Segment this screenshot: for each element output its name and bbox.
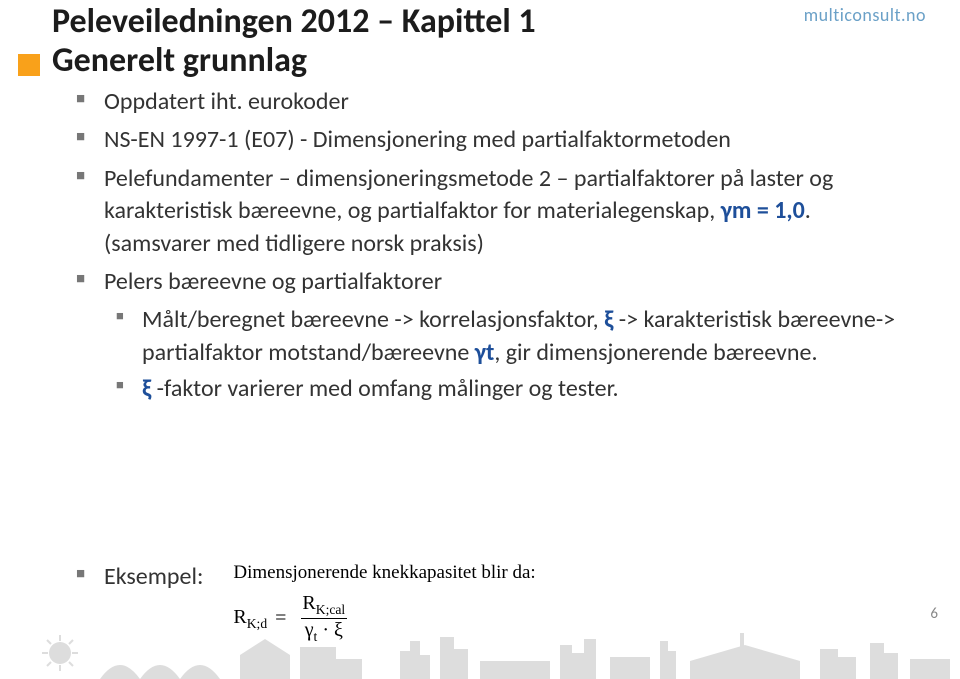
bullet-3: Pelefundamenter – dimensjoneringsmetode … (76, 163, 896, 260)
formula-lhs: RK;d (233, 606, 267, 632)
bullet-4b-post: -faktor varierer med omfang målinger og … (151, 374, 618, 403)
bullet-1: Oppdatert iht. eurokoder (76, 86, 896, 118)
bullet-4b: ξ -faktor varierer med omfang målinger o… (116, 373, 896, 405)
formula-lhs-sub: K;d (247, 616, 267, 631)
bullet-4a: Målt/beregnet bæreevne -> korrelasjonsfa… (116, 304, 896, 369)
bullet-4a-post: , gir dimensjonerende bæreevne. (494, 338, 817, 367)
footer-cityscape-icon (0, 631, 960, 679)
bullet-4b-xi: ξ (142, 374, 151, 403)
bullet-2: NS-EN 1997-1 (E07) - Dimensjonering med … (76, 124, 896, 156)
brand-square-icon (18, 54, 40, 76)
formula-caption: Dimensjonerende knekkapasitet blir da: (233, 562, 535, 584)
title-line-1: Peleveiledningen 2012 – Kapittel 1 (52, 2, 536, 41)
bullet-4: Pelers bæreevne og partialfaktorer (76, 266, 896, 298)
formula-numerator: RK;cal (298, 592, 349, 618)
formula-num-sub: K;cal (316, 602, 345, 617)
formula-lhs-R: R (233, 606, 246, 628)
example-label: Eksempel: (76, 562, 203, 591)
slide-title: Peleveiledningen 2012 – Kapittel 1 Gener… (52, 2, 536, 80)
formula-eq-sign: = (275, 607, 286, 630)
title-line-2: Generelt grunnlag (52, 41, 536, 80)
brand-url: multiconsult.no (804, 4, 926, 26)
bullet-4a-xi: ξ (604, 305, 613, 334)
bullet-4-sub: Målt/beregnet bæreevne -> korrelasjonsfa… (76, 304, 896, 405)
page-number: 6 (930, 605, 938, 623)
body-bullets: Oppdatert iht. eurokoder NS-EN 1997-1 (E… (76, 86, 896, 410)
bullet-3-sym: γm = 1,0 (721, 196, 805, 225)
bullet-4a-pre: Målt/beregnet bæreevne -> korrelasjonsfa… (142, 305, 604, 334)
bullet-4a-gt: γt (475, 338, 495, 367)
formula-num-R: R (302, 592, 315, 614)
